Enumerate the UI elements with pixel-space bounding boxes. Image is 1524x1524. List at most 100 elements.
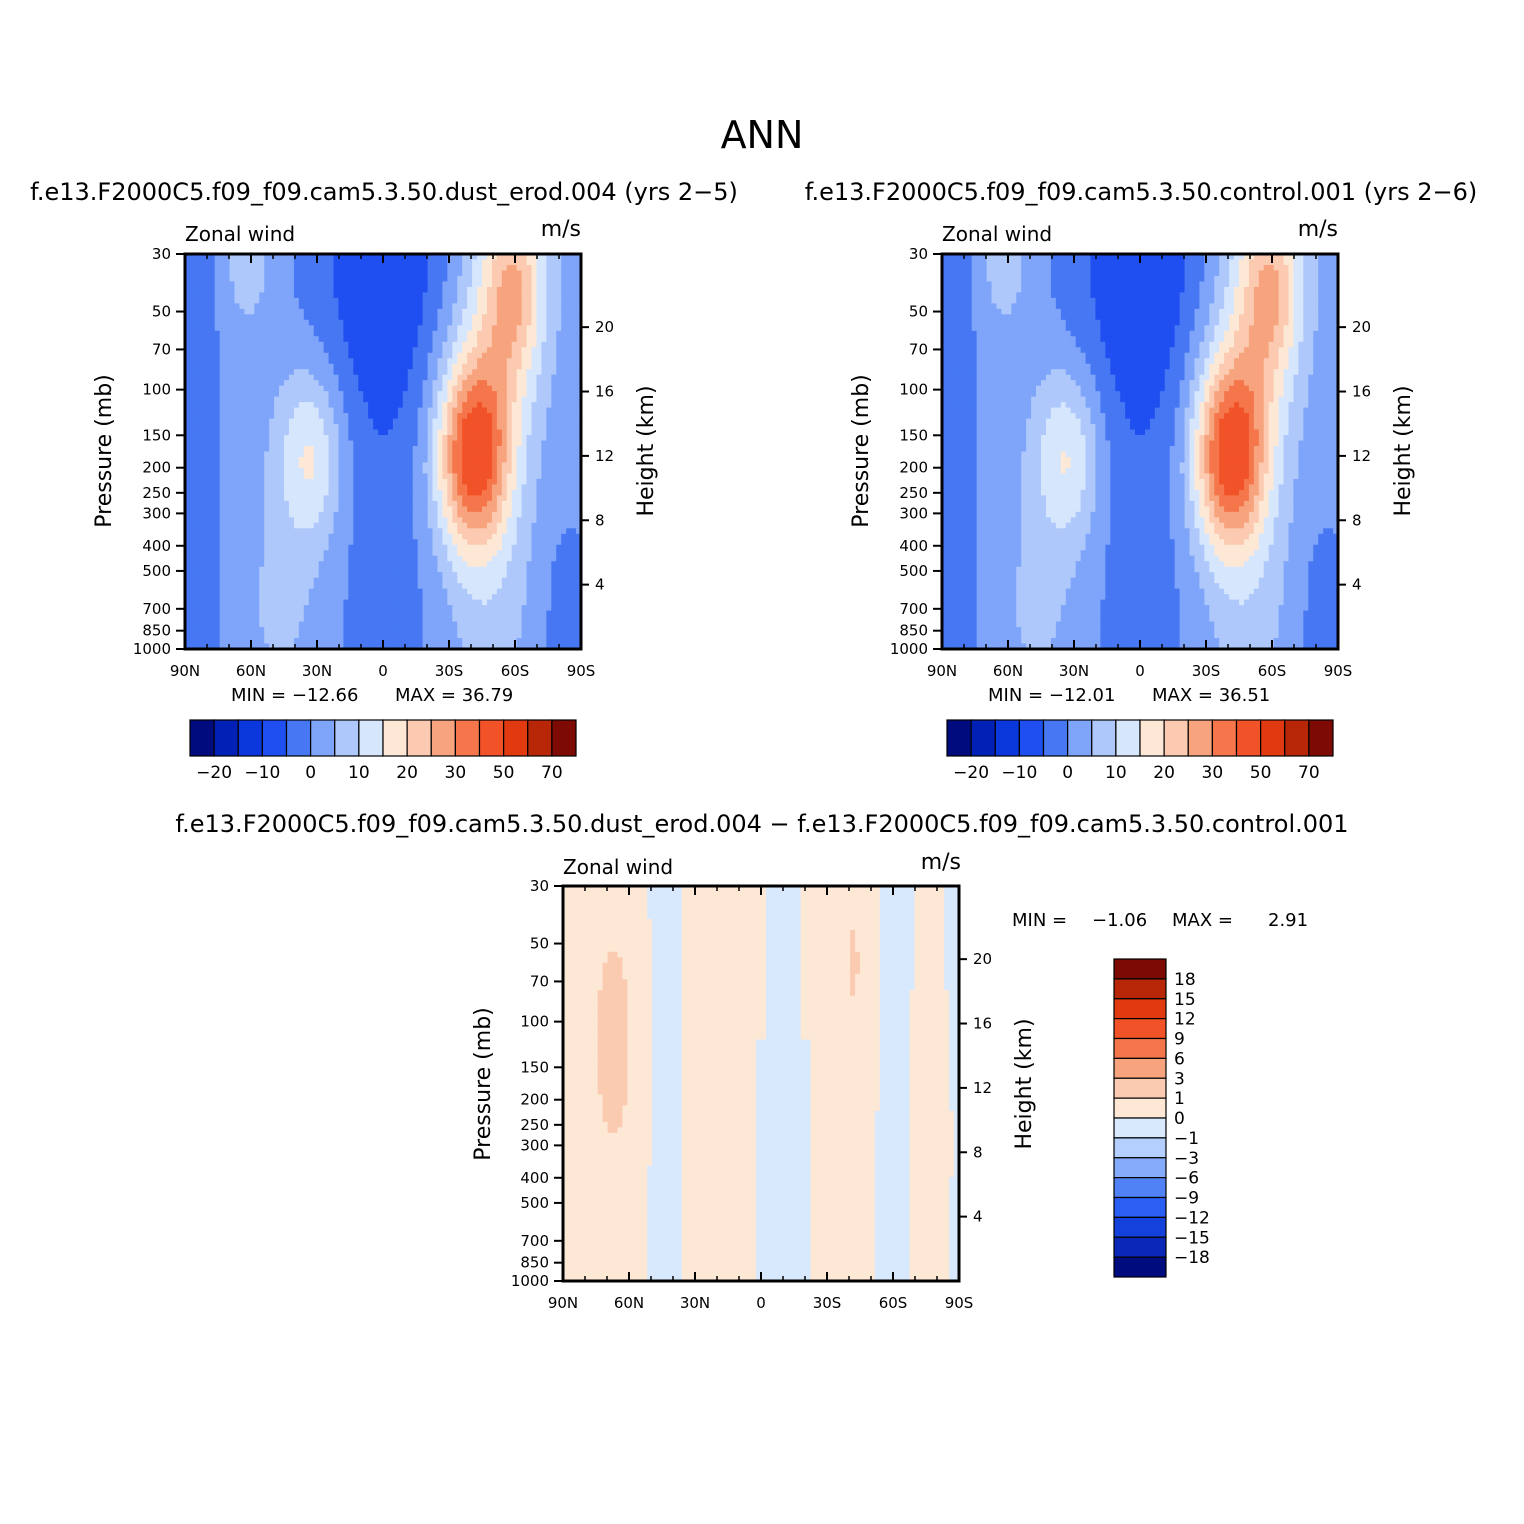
panel-1-cell [571, 292, 577, 299]
panel-1-cell [437, 456, 443, 464]
panel-1-cell [491, 325, 498, 332]
panel-1-cell [199, 462, 206, 469]
panel-1-cell [556, 270, 562, 277]
panel-1-cell [482, 583, 488, 590]
panel-1-cell [284, 292, 290, 299]
panel-1-cell [541, 336, 547, 343]
panel-1-cell [313, 319, 320, 326]
panel-1-cell [214, 286, 221, 294]
panel-1-cell [541, 297, 547, 304]
panel-1-cell [373, 380, 379, 387]
panel-1-cell [402, 566, 409, 573]
panel-1-cell [417, 314, 424, 321]
panel-1-cell [185, 456, 191, 464]
panel-1-cell [566, 308, 572, 315]
panel-1-cell [214, 539, 221, 546]
panel-1-cell [209, 484, 216, 491]
panel-1-cell [308, 489, 315, 496]
panel-1-cell [511, 451, 518, 458]
panel-1-cell [313, 435, 320, 442]
panel-1-cell [313, 358, 320, 365]
panel-1-cell [482, 352, 488, 359]
panel-1-cell [491, 511, 498, 518]
panel-1-cell [506, 484, 513, 491]
panel-1-cell [407, 358, 414, 365]
panel-1-cell [417, 270, 424, 277]
panel-1-cell [387, 500, 394, 507]
panel-1-cell [234, 259, 241, 266]
panel-1-cell [571, 522, 577, 529]
panel-1-cell [185, 572, 191, 579]
panel-1-cell [536, 380, 542, 387]
panel-1-cell [209, 462, 216, 469]
panel-1-cell [566, 336, 572, 343]
panel-1-cell [328, 555, 335, 562]
panel-1-cell [496, 555, 503, 562]
panel-1-cell [214, 281, 221, 288]
panel-1-cell [516, 522, 523, 529]
panel-1-cell [501, 341, 508, 348]
panel-1-cell [229, 358, 236, 365]
panel-1-cell [274, 407, 280, 414]
panel-1-cell [274, 369, 280, 376]
panel-1-cell [501, 511, 508, 518]
panel-1-cell [259, 407, 265, 414]
panel-1-cell [279, 407, 285, 414]
panel-1-cell [333, 440, 340, 447]
panel-1-cell [209, 358, 216, 365]
panel-1-cell [363, 550, 369, 557]
panel-1-cell [274, 385, 280, 392]
panel-1-cell [308, 446, 315, 453]
panel-1-cell [511, 506, 518, 513]
panel-1-cell [482, 517, 488, 524]
panel-1-cell [566, 506, 572, 513]
panel-1-cell [328, 264, 335, 272]
panel-1-cell [452, 275, 458, 283]
panel-1-cell [437, 385, 443, 392]
panel-1-cell [323, 270, 330, 277]
panel-1-cell [397, 270, 404, 277]
panel-1-cell [318, 462, 325, 469]
panel-1-cell [407, 500, 414, 507]
panel-1-cell [402, 467, 409, 475]
panel-1-cell [284, 522, 290, 529]
panel-1-cell [387, 281, 394, 288]
panel-1-cell [387, 385, 394, 392]
panel-1-cell [472, 500, 478, 507]
panel-1-cell [526, 380, 533, 387]
panel-1-cell [407, 577, 414, 584]
panel-1-cell [373, 413, 379, 420]
panel-1-cell [219, 319, 226, 326]
panel-1-cell [189, 539, 196, 546]
panel-1-cell [239, 292, 245, 299]
panel-1-cell [358, 446, 364, 453]
panel-1-cell [541, 446, 547, 453]
panel-1-cell [239, 577, 245, 584]
panel-1-cell [269, 451, 275, 458]
panel-1-cell [551, 385, 557, 392]
panel-1-cell [293, 495, 300, 502]
panel-1-cell [204, 577, 211, 584]
panel-1-cell [343, 319, 349, 326]
panel-1-cell [363, 308, 369, 315]
panel-1-cell [467, 533, 473, 540]
panel-1-cell [249, 275, 255, 283]
panel-1-cell [536, 440, 542, 447]
panel-1-cell [467, 374, 473, 381]
panel-1-cell [318, 347, 325, 354]
panel-1-cell [387, 369, 394, 376]
panel-1-cell [457, 308, 463, 315]
panel-1-cell [482, 264, 488, 272]
panel-1-cell [353, 506, 359, 513]
panel-1-cell [224, 259, 231, 266]
panel-1-cell [368, 374, 374, 381]
panel-1-cell [293, 407, 300, 414]
panel-1-cell [249, 402, 255, 409]
panel-1-cell [318, 561, 325, 568]
panel-1-cell [284, 435, 290, 442]
panel-1-cell [437, 396, 443, 403]
panel-1-cell [279, 352, 285, 359]
panel-1-cell [541, 270, 547, 277]
panel-1-cell [204, 270, 211, 277]
